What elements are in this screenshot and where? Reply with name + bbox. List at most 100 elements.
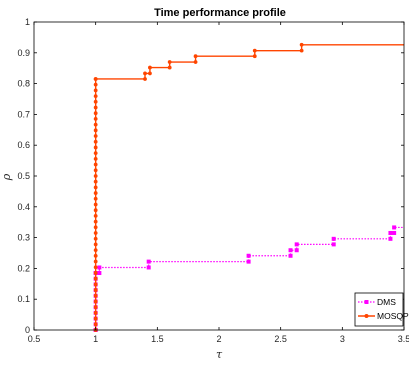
data-point-mosqp [93, 145, 98, 150]
data-point-dms [392, 225, 397, 230]
data-point-mosqp [93, 139, 98, 144]
data-point-mosqp [93, 128, 98, 133]
data-point-mosqp [93, 310, 98, 315]
data-point-mosqp [167, 60, 172, 64]
data-point-dms [294, 248, 299, 253]
data-point-dms [288, 248, 293, 253]
legend-marker-mosqp [364, 314, 369, 318]
data-point-mosqp [193, 60, 198, 64]
data-point-mosqp [93, 253, 98, 258]
x-tick-label: 0.5 [28, 334, 41, 344]
data-point-mosqp [93, 168, 98, 173]
data-point-mosqp [93, 202, 98, 207]
data-point-mosqp [93, 94, 98, 98]
data-point-dms [294, 242, 299, 247]
data-point-mosqp [93, 305, 98, 310]
data-point-mosqp [93, 299, 98, 304]
data-point-mosqp [252, 48, 257, 53]
data-point-mosqp [93, 271, 98, 275]
data-point-mosqp [93, 214, 98, 218]
data-point-mosqp [143, 71, 147, 76]
data-point-mosqp [143, 77, 147, 81]
y-tick-label: 0.6 [17, 140, 30, 150]
data-point-dms [246, 253, 251, 258]
data-point-mosqp [93, 99, 98, 104]
data-point-mosqp [93, 259, 98, 264]
data-point-mosqp [93, 265, 98, 270]
legend: DMS MOSQP [354, 292, 409, 327]
data-point-mosqp [299, 48, 304, 53]
data-point-mosqp [93, 191, 98, 195]
data-point-mosqp [93, 316, 98, 321]
data-point-mosqp [93, 134, 98, 138]
x-tick-label: 3.5 [398, 334, 409, 344]
data-point-mosqp [148, 65, 152, 70]
data-point-mosqp [93, 179, 98, 184]
data-point-dms [97, 265, 102, 270]
data-point-mosqp [167, 65, 172, 70]
data-point-mosqp [93, 236, 98, 241]
y-tick-label: 1 [25, 17, 30, 27]
data-point-dms [246, 259, 251, 264]
x-tick-label: 2 [216, 334, 221, 344]
data-point-mosqp [93, 174, 98, 178]
y-tick-label: 0.2 [17, 263, 30, 273]
plot-area [34, 22, 404, 330]
y-tick-label: 0.9 [17, 48, 30, 58]
data-point-dms [146, 265, 151, 270]
data-point-dms [331, 236, 336, 241]
data-point-dms [392, 230, 397, 235]
data-point-mosqp [93, 185, 98, 190]
data-point-mosqp [148, 71, 152, 76]
y-axis-label: ρ [0, 173, 13, 181]
data-point-mosqp [93, 196, 98, 201]
series-layer [93, 42, 404, 332]
data-point-dms [146, 259, 151, 264]
x-tick-label: 2.5 [274, 334, 287, 344]
y-tick-label: 0.8 [17, 79, 30, 89]
legend-label-mosqp: MOSQP [377, 311, 409, 321]
data-point-mosqp [93, 242, 98, 247]
data-point-mosqp [93, 77, 98, 81]
legend-marker-dms [364, 300, 369, 304]
data-point-dms [331, 242, 336, 247]
data-point-mosqp [193, 54, 198, 59]
data-point-mosqp [93, 276, 98, 281]
data-point-mosqp [93, 105, 98, 110]
data-point-dms [388, 236, 393, 241]
data-point-mosqp [93, 282, 98, 287]
data-point-mosqp [93, 111, 98, 116]
data-point-mosqp [93, 151, 98, 156]
data-point-mosqp [93, 88, 98, 93]
data-point-mosqp [93, 231, 98, 235]
data-point-mosqp [299, 42, 304, 47]
legend-box [354, 292, 404, 327]
data-point-mosqp [93, 225, 98, 230]
x-tick-label: 1 [93, 334, 98, 344]
y-tick-label: 0.4 [17, 202, 30, 212]
data-point-mosqp [93, 156, 98, 161]
ticks-layer: 0.5 1 1.5 2 2.5 3 3.5 0 0.1 0.2 0.3 0.4 0.5 0.6 0.7 0.8… [17, 17, 409, 344]
data-point-mosqp [93, 122, 98, 127]
data-point-mosqp [93, 288, 98, 292]
chart-title: Time performance profile [154, 7, 286, 19]
data-point-mosqp [93, 162, 98, 167]
data-point-mosqp [93, 82, 98, 87]
legend-label-dms: DMS [377, 297, 396, 307]
data-point-dms [388, 230, 393, 235]
data-point-mosqp [93, 219, 98, 224]
x-tick-label: 1.5 [151, 334, 164, 344]
data-point-dms [97, 271, 102, 276]
y-tick-label: 0 [25, 325, 30, 335]
x-tick-label: 3 [340, 334, 345, 344]
data-point-mosqp [252, 54, 257, 59]
x-axis-label: τ [216, 348, 223, 361]
data-point-dms [288, 253, 293, 258]
y-tick-label: 0.3 [17, 233, 30, 243]
y-tick-label: 0.7 [17, 109, 30, 119]
y-tick-label: 0.5 [17, 171, 30, 181]
data-point-mosqp [93, 248, 98, 253]
data-point-mosqp [93, 208, 98, 213]
data-point-mosqp [93, 293, 98, 298]
